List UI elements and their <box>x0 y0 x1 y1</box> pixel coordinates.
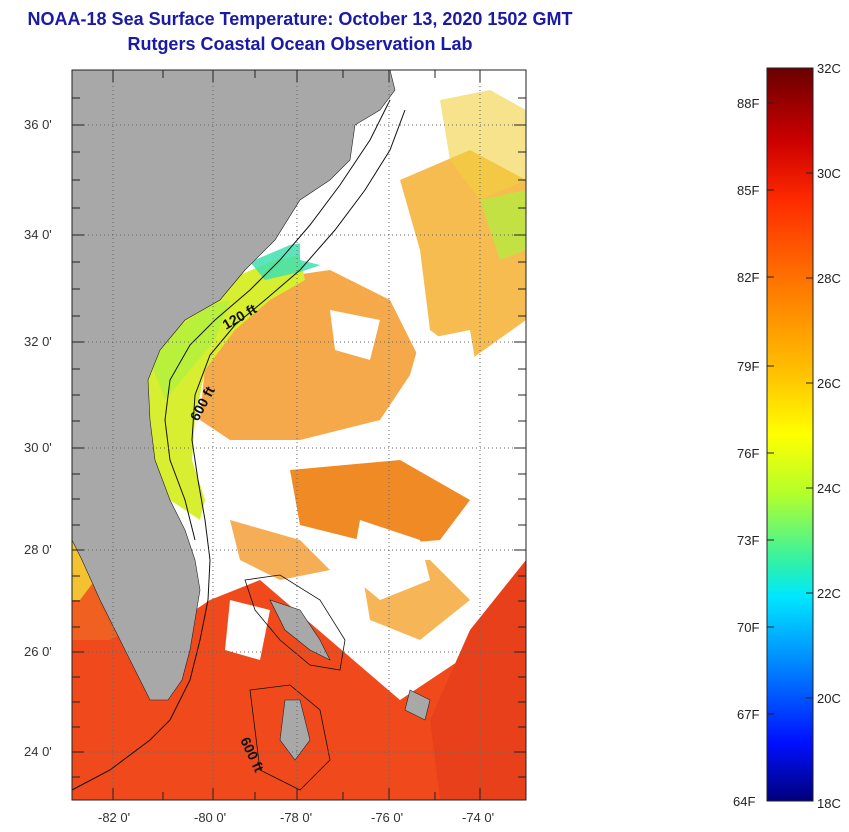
lon-label-78: -78 0' <box>280 810 313 825</box>
colorbar-label-70f: 70F <box>737 620 760 635</box>
cloud-mask <box>210 190 480 660</box>
map-area: 120 ft 600 ft 600 ft <box>72 70 526 800</box>
lat-label-32: 32 0' <box>24 334 52 349</box>
lat-label-36: 36 0' <box>24 117 52 132</box>
map-subtitle: Rutgers Coastal Ocean Observation Lab <box>127 34 473 54</box>
map-title: NOAA-18 Sea Surface Temperature: October… <box>27 9 573 29</box>
colorbar-label-22c: 22C <box>817 586 841 601</box>
lat-label-30: 30 0' <box>24 440 52 455</box>
colorbar-label-73f: 73F <box>737 533 760 548</box>
colorbar-label-18c: 18C <box>817 796 841 811</box>
colorbar-label-28c: 28C <box>817 271 841 286</box>
land-bahamas <box>269 599 331 661</box>
graticule <box>72 70 526 800</box>
colorbar-label-76f: 76F <box>737 446 760 461</box>
colorbar-label-82f: 82F <box>737 270 760 285</box>
isobath-600ft <box>72 109 406 791</box>
colorbar-label-26c: 26C <box>817 376 841 391</box>
colorbar-label-79f: 79F <box>737 359 760 374</box>
colorbar-label-24c: 24C <box>817 481 841 496</box>
lat-label-28: 28 0' <box>24 542 52 557</box>
lat-label-26: 26 0' <box>24 644 52 659</box>
land-southeast-us <box>72 70 396 701</box>
colorbar-label-20c: 20C <box>817 691 841 706</box>
lon-label-82: -82 0' <box>98 810 131 825</box>
lon-label-80: -80 0' <box>194 810 227 825</box>
lat-label-24: 24 0' <box>24 744 52 759</box>
colorbar-label-32c: 32C <box>817 61 841 76</box>
lat-label-34: 34 0' <box>24 227 52 242</box>
frame-ticks <box>72 70 526 800</box>
colorbar-label-30c: 30C <box>817 166 841 181</box>
colorbar-label-88f: 88F <box>737 96 760 111</box>
colorbar-label-64f: 64F <box>733 794 756 809</box>
colorbar <box>766 67 814 802</box>
colorbar-ticks <box>767 102 813 715</box>
isobath-120ft <box>164 99 391 541</box>
lon-label-76: -76 0' <box>371 810 404 825</box>
map-frame <box>71 69 527 801</box>
colorbar-label-85f: 85F <box>737 183 760 198</box>
colorbar-label-67f: 67F <box>737 707 760 722</box>
lon-label-74: -74 0' <box>462 810 495 825</box>
